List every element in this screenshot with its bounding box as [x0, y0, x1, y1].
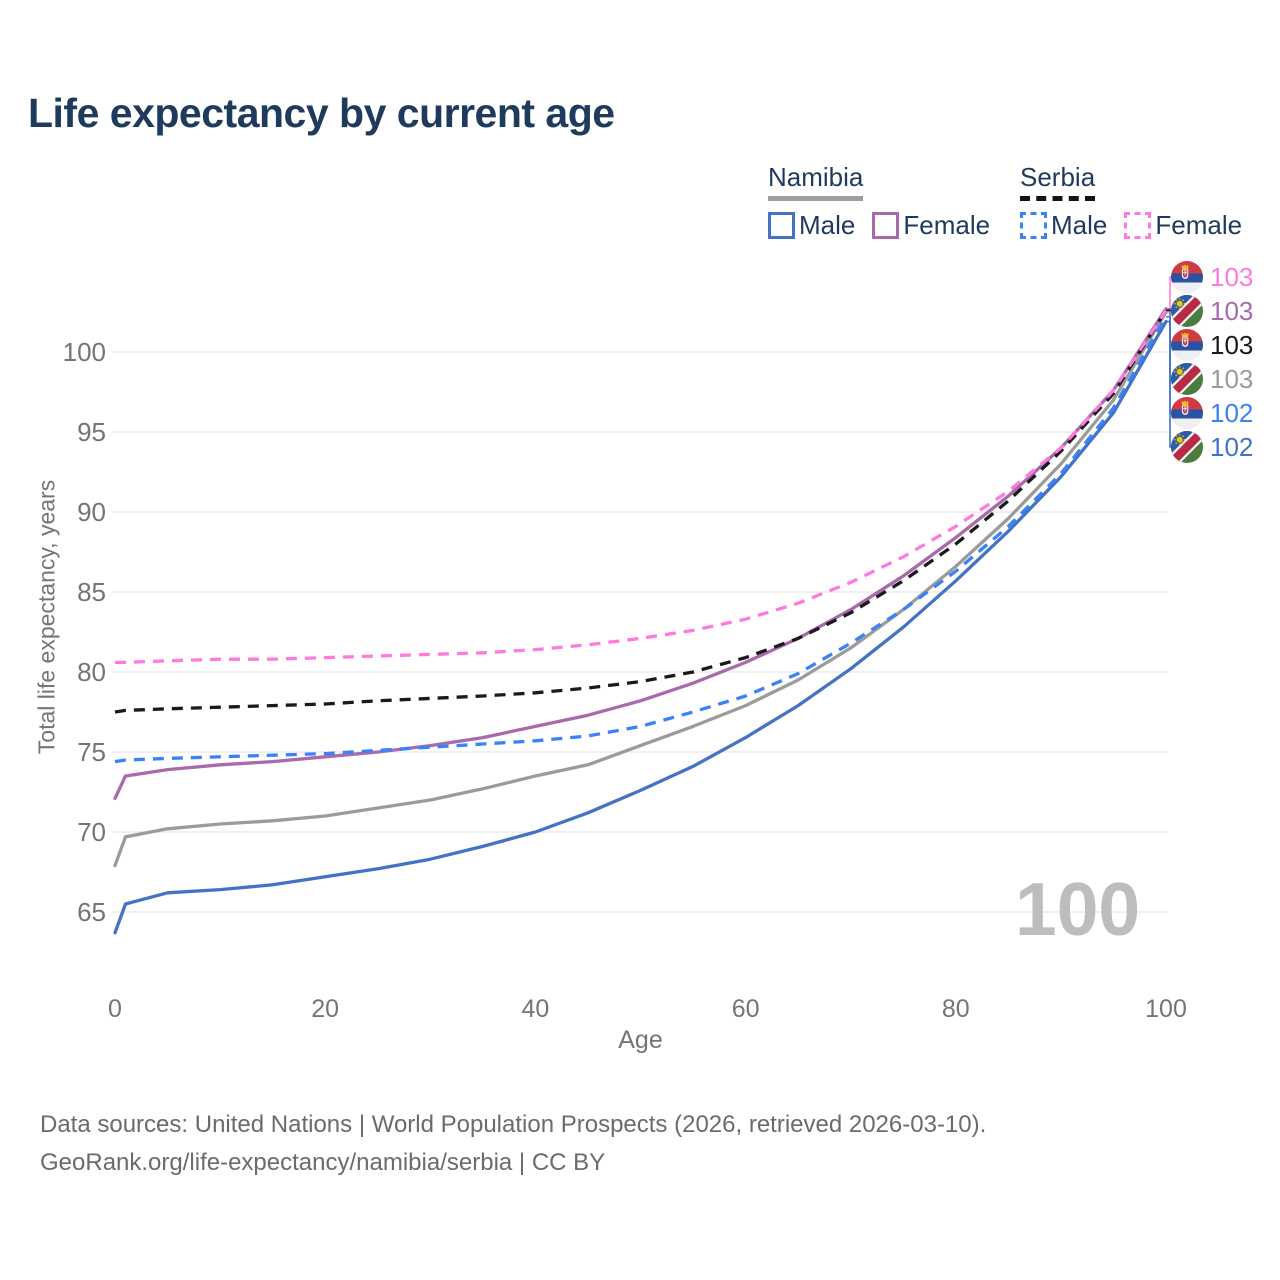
series-line-serbia-total[interactable] — [114, 309, 1168, 714]
end-label-value: 103 — [1210, 261, 1254, 292]
y-tick-label: 80 — [77, 657, 106, 687]
legend-group-namibia: Namibia Male Female — [768, 162, 1007, 241]
series-line-namibia-female[interactable] — [113, 307, 1168, 801]
namibia-male-swatch — [768, 212, 795, 239]
x-tick-label: 0 — [108, 995, 122, 1023]
x-tick-label: 100 — [1145, 995, 1187, 1023]
series-line-serbia-male[interactable] — [114, 315, 1168, 764]
end-label-value: 102 — [1210, 397, 1254, 428]
x-tick-label: 20 — [311, 995, 339, 1023]
namibia-female-swatch — [872, 212, 900, 239]
legend-item-namibia-female[interactable]: Female — [872, 210, 990, 241]
end-label-row-namibia-male: 102 — [1171, 431, 1253, 463]
legend-item-serbia-male[interactable]: Male — [1020, 210, 1107, 241]
serbia-flag-icon — [1171, 329, 1203, 361]
y-tick-label: 75 — [77, 737, 106, 767]
end-label-value: 103 — [1210, 295, 1254, 326]
legend-label-namibia-female: Female — [903, 210, 991, 240]
legend-row-serbia: Male Female — [1020, 210, 1259, 241]
footer-line-sources: Data sources: United Nations | World Pop… — [40, 1111, 987, 1138]
y-tick-label: 70 — [77, 817, 106, 847]
end-label-row-serbia-total: 103 — [1171, 329, 1253, 361]
end-label-row-namibia-female: 103 — [1171, 295, 1253, 327]
end-label-row-serbia-female: 103 — [1171, 261, 1253, 293]
x-axis-title: Age — [618, 1026, 663, 1054]
legend-item-serbia-female[interactable]: Female — [1124, 210, 1242, 241]
serbia-male-swatch — [1020, 212, 1047, 239]
namibia-flag-icon — [1171, 295, 1203, 327]
legend-group-serbia: Serbia Male Female — [1020, 162, 1259, 241]
end-label-value: 103 — [1210, 363, 1254, 394]
legend-row-namibia: Male Female — [768, 210, 1007, 241]
namibia-flag-icon — [1171, 363, 1203, 395]
legend-country-namibia[interactable]: Namibia — [768, 162, 864, 201]
line-chart: 65 70 75 80 85 90 95 100 0 20 40 60 80 100 — [63, 276, 1187, 1023]
y-tick-label: 90 — [77, 497, 106, 527]
end-label-row-serbia-male: 102 — [1171, 397, 1253, 429]
legend-label-serbia-male: Male — [1051, 210, 1108, 240]
x-tick-label: 80 — [942, 995, 970, 1023]
end-label-value: 103 — [1210, 329, 1254, 360]
legend-label-namibia-male: Male — [799, 210, 856, 240]
page-title: Life expectancy by current age — [28, 90, 615, 136]
y-tick-label: 85 — [77, 577, 106, 607]
namibia-flag-icon — [1171, 431, 1203, 463]
y-tick-label: 95 — [77, 417, 106, 447]
series-line-namibia-male[interactable] — [113, 319, 1168, 935]
x-tick-label: 40 — [521, 995, 549, 1023]
serbia-flag-icon — [1171, 397, 1203, 429]
footer: Data sources: United Nations | World Pop… — [40, 1106, 986, 1183]
legend-label-serbia-female: Female — [1155, 210, 1243, 240]
series-line-serbia-female[interactable] — [115, 309, 1168, 665]
y-tick-label: 65 — [77, 897, 106, 927]
footer-line-attribution: GeoRank.org/life-expectancy/namibia/serb… — [40, 1149, 606, 1177]
end-label-value: 102 — [1210, 431, 1254, 462]
serbia-flag-icon — [1171, 261, 1203, 293]
end-label-row-namibia-total: 103 — [1171, 363, 1253, 395]
x-tick-label: 60 — [732, 995, 760, 1023]
series-line-namibia-total[interactable] — [113, 310, 1168, 868]
serbia-female-swatch — [1124, 212, 1152, 239]
y-tick-label: 100 — [63, 337, 106, 367]
legend-item-namibia-male[interactable]: Male — [768, 210, 855, 241]
legend-country-serbia[interactable]: Serbia — [1020, 162, 1096, 201]
